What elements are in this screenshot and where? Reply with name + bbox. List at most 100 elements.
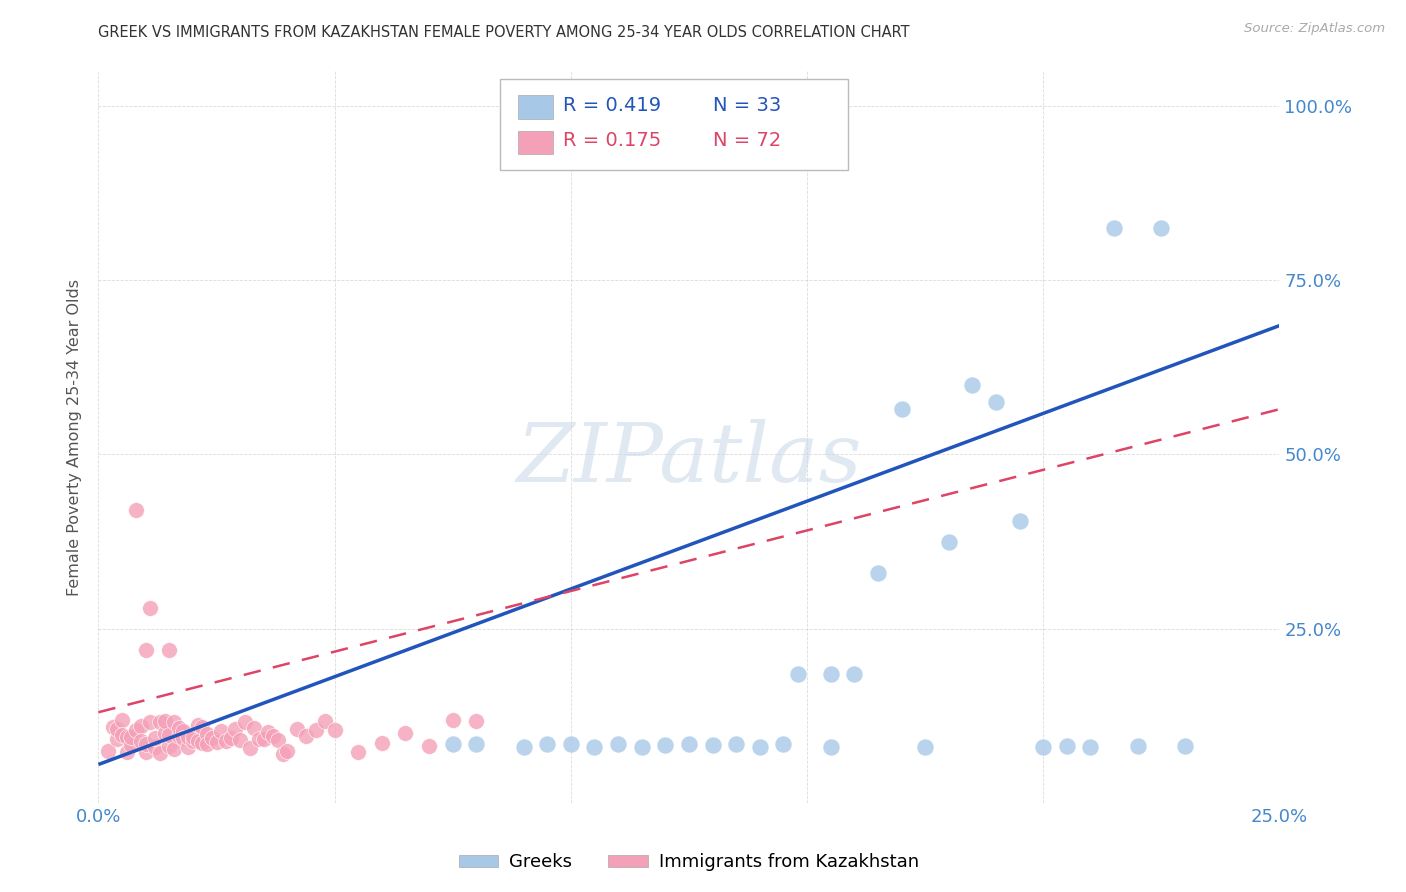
- Point: [191, 736, 214, 750]
- Point: [187, 718, 209, 732]
- Point: [135, 745, 157, 759]
- Point: [253, 732, 276, 747]
- Point: [163, 715, 186, 730]
- Point: [125, 723, 148, 738]
- Point: [121, 738, 143, 752]
- Point: [257, 725, 280, 739]
- Point: [157, 739, 180, 753]
- Point: [844, 667, 866, 681]
- Point: [962, 377, 984, 392]
- Point: [111, 728, 134, 742]
- Point: [187, 734, 209, 748]
- Point: [786, 667, 808, 681]
- Point: [101, 720, 124, 734]
- Point: [111, 713, 134, 727]
- Point: [195, 738, 218, 752]
- Point: [149, 746, 172, 760]
- Point: [105, 722, 128, 736]
- Text: N = 33: N = 33: [713, 96, 780, 115]
- Point: [314, 714, 336, 728]
- Point: [115, 730, 138, 744]
- Point: [149, 714, 172, 729]
- FancyBboxPatch shape: [501, 78, 848, 170]
- Point: [1080, 740, 1102, 755]
- Text: Source: ZipAtlas.com: Source: ZipAtlas.com: [1244, 22, 1385, 36]
- Point: [215, 734, 238, 748]
- FancyBboxPatch shape: [517, 95, 553, 119]
- Point: [172, 731, 194, 745]
- Point: [394, 726, 416, 740]
- Point: [229, 732, 252, 747]
- Point: [163, 742, 186, 756]
- Point: [195, 727, 218, 741]
- Point: [167, 729, 190, 743]
- Point: [607, 737, 630, 751]
- Point: [725, 737, 748, 751]
- Point: [247, 732, 270, 747]
- Point: [1102, 221, 1125, 235]
- Point: [177, 739, 200, 754]
- Point: [465, 714, 488, 728]
- Point: [748, 740, 770, 755]
- Point: [938, 534, 960, 549]
- Point: [323, 723, 346, 738]
- Point: [1126, 739, 1149, 753]
- Point: [201, 731, 224, 746]
- Point: [157, 642, 180, 657]
- Point: [820, 667, 842, 681]
- Point: [441, 737, 464, 751]
- Point: [239, 740, 262, 755]
- Point: [105, 731, 128, 746]
- Point: [654, 738, 676, 752]
- Point: [157, 728, 180, 742]
- Point: [97, 744, 120, 758]
- Point: [583, 740, 606, 755]
- Point: [271, 747, 294, 761]
- Point: [560, 737, 582, 751]
- Point: [167, 721, 190, 735]
- Text: R = 0.175: R = 0.175: [562, 131, 661, 151]
- Point: [121, 730, 143, 744]
- Point: [465, 737, 488, 751]
- Point: [181, 731, 204, 745]
- Point: [177, 730, 200, 744]
- Point: [772, 737, 794, 751]
- Point: [914, 740, 936, 755]
- Point: [129, 719, 152, 733]
- Point: [866, 566, 889, 580]
- Point: [1174, 739, 1197, 753]
- Point: [139, 715, 162, 730]
- Point: [143, 731, 166, 746]
- Point: [295, 729, 318, 743]
- Point: [512, 740, 534, 755]
- Text: GREEK VS IMMIGRANTS FROM KAZAKHSTAN FEMALE POVERTY AMONG 25-34 YEAR OLDS CORRELA: GREEK VS IMMIGRANTS FROM KAZAKHSTAN FEMA…: [98, 25, 910, 40]
- Point: [418, 739, 440, 753]
- Text: R = 0.419: R = 0.419: [562, 96, 661, 115]
- Point: [267, 732, 290, 747]
- Point: [371, 736, 394, 750]
- Point: [139, 600, 162, 615]
- Point: [702, 738, 724, 752]
- Point: [209, 724, 232, 739]
- Point: [984, 395, 1007, 409]
- Text: ZIPatlas: ZIPatlas: [516, 419, 862, 499]
- Point: [1056, 739, 1078, 753]
- Point: [678, 737, 700, 751]
- Point: [820, 740, 842, 755]
- Point: [441, 714, 464, 728]
- Point: [219, 731, 242, 745]
- Point: [181, 734, 204, 748]
- Point: [1032, 740, 1054, 755]
- Point: [205, 735, 228, 749]
- Point: [285, 723, 308, 737]
- Point: [233, 715, 256, 730]
- Point: [153, 714, 176, 728]
- Point: [305, 723, 328, 737]
- Text: N = 72: N = 72: [713, 131, 780, 151]
- Point: [796, 117, 818, 131]
- Point: [347, 745, 370, 759]
- Point: [129, 733, 152, 747]
- Point: [1150, 221, 1173, 235]
- Legend: Greeks, Immigrants from Kazakhstan: Greeks, Immigrants from Kazakhstan: [451, 847, 927, 879]
- Point: [262, 729, 284, 743]
